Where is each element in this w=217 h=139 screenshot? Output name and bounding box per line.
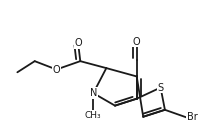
Text: N: N bbox=[90, 88, 97, 98]
Text: S: S bbox=[158, 83, 164, 93]
Text: O: O bbox=[74, 38, 82, 48]
Text: O: O bbox=[133, 37, 141, 47]
Text: Br: Br bbox=[187, 112, 197, 122]
Text: O: O bbox=[53, 64, 60, 75]
Text: CH₃: CH₃ bbox=[85, 111, 102, 120]
